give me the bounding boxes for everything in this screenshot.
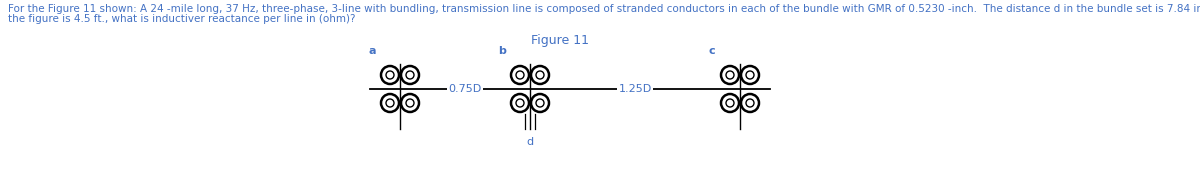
Text: d: d — [527, 137, 534, 147]
Text: b: b — [498, 46, 506, 56]
Text: Figure 11: Figure 11 — [530, 34, 589, 47]
Text: 0.75D: 0.75D — [449, 84, 481, 94]
Text: 1.25D: 1.25D — [618, 84, 652, 94]
Text: the figure is 4.5 ft., what is inductiver reactance per line in (ohm)?: the figure is 4.5 ft., what is inductive… — [8, 14, 355, 24]
Text: c: c — [709, 46, 715, 56]
Text: For the Figure 11 shown: A 24 -mile long, 37 Hz, three-phase, 3-line with bundli: For the Figure 11 shown: A 24 -mile long… — [8, 4, 1200, 14]
Text: a: a — [368, 46, 376, 56]
